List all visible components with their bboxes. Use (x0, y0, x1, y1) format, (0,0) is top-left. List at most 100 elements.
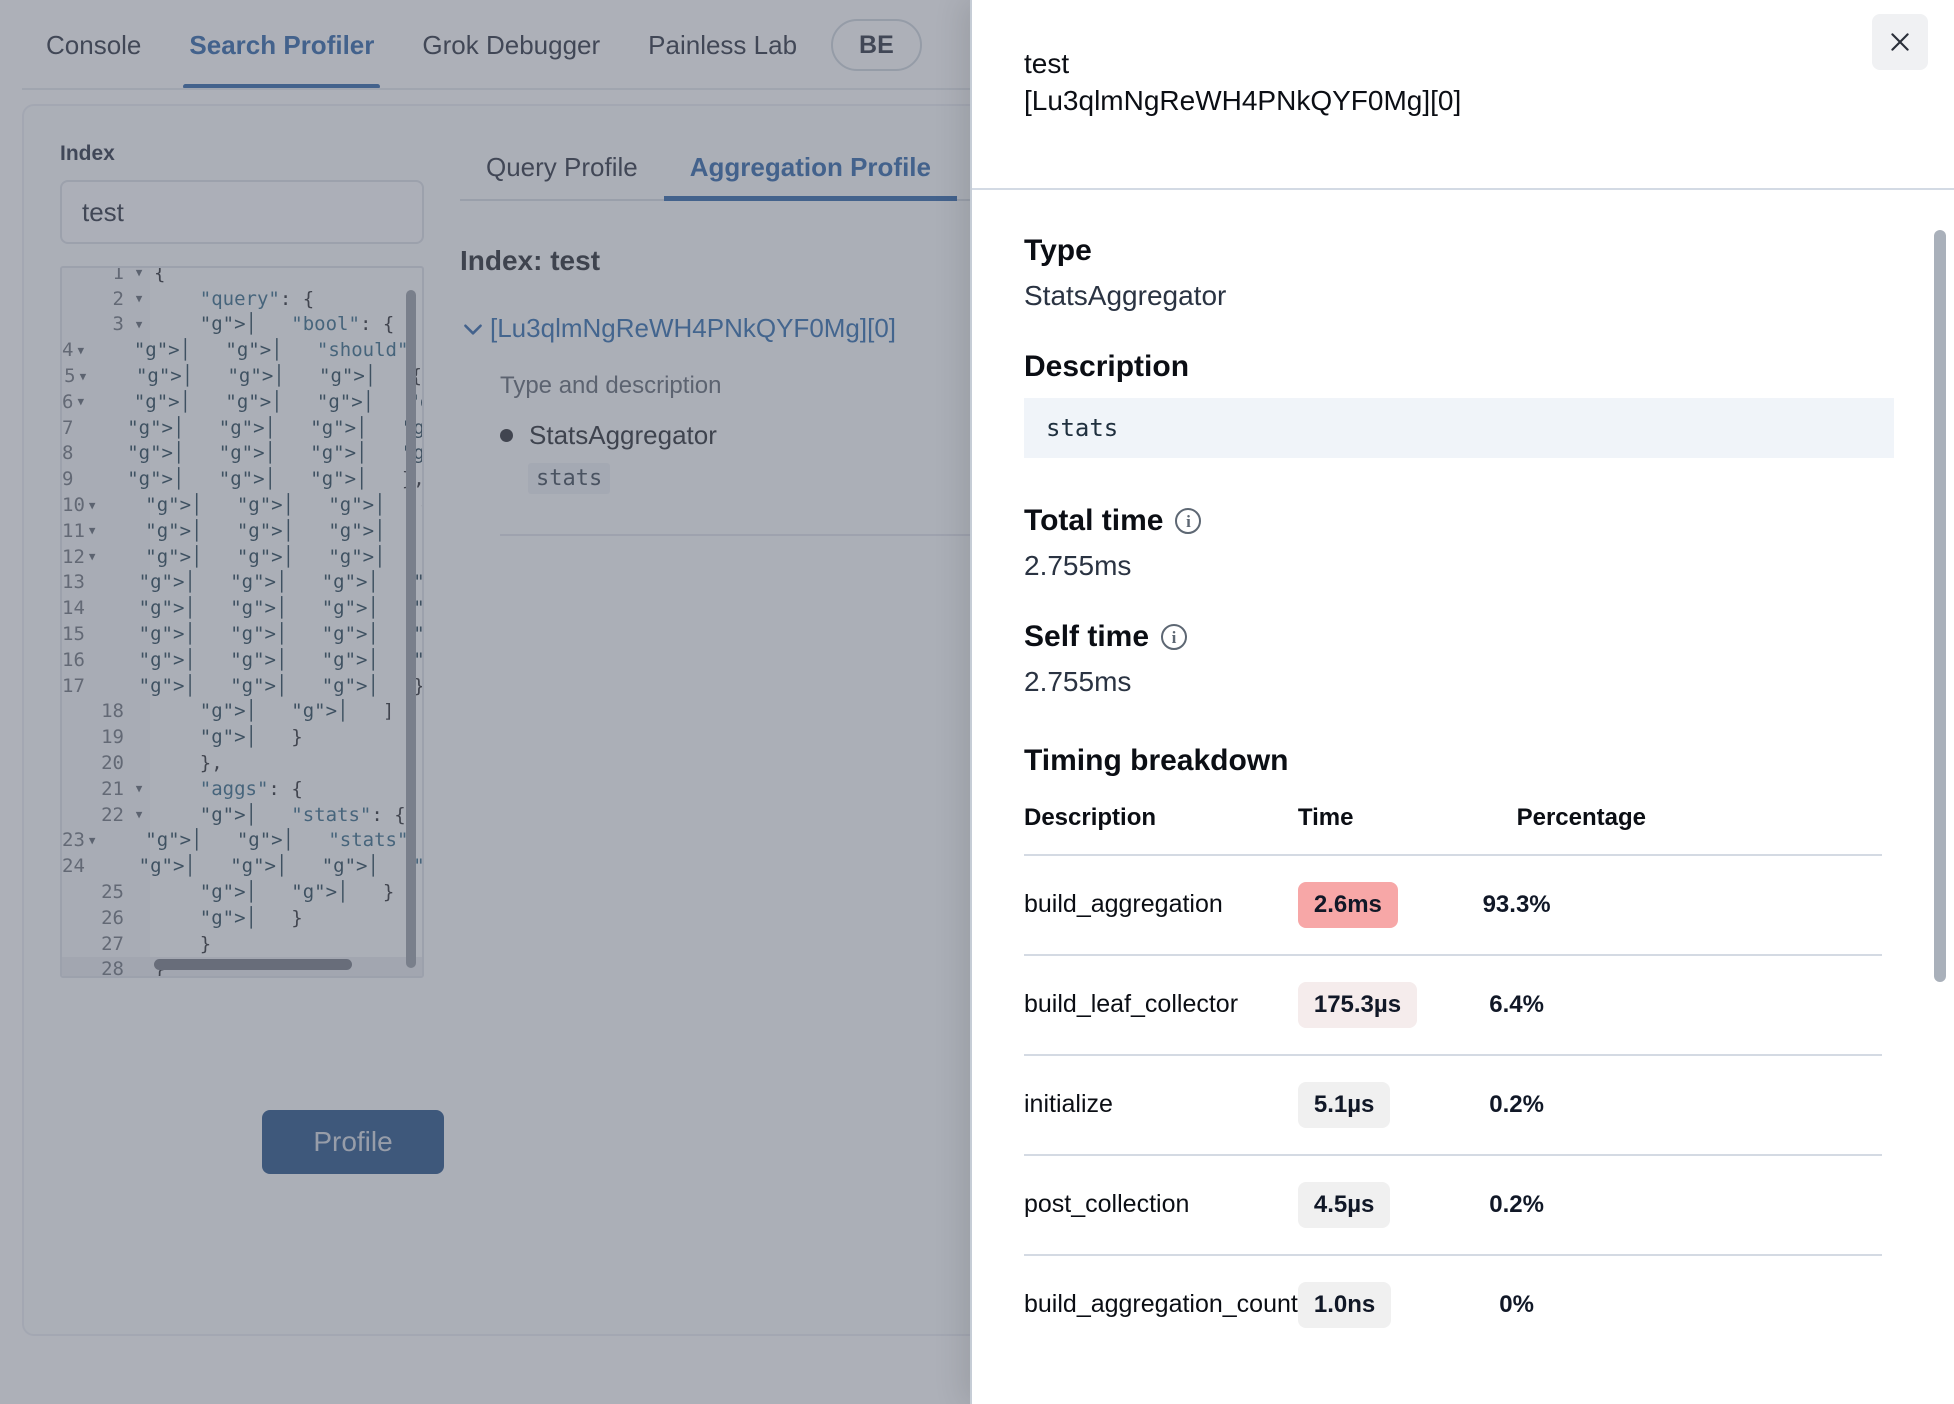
flyout-body: Type StatsAggregator Description stats T… (972, 190, 1954, 1402)
editor-fold-arrow-icon[interactable]: ▼ (77, 395, 85, 409)
editor-fold-arrow-icon[interactable]: ▼ (88, 550, 96, 564)
editor-line[interactable]: 9 "g">│ "g">│ "g">│ }, (62, 466, 422, 492)
profile-button[interactable]: Profile (262, 1110, 444, 1174)
editor-line[interactable]: 10▼ "g">│ "g">│ "g">│ { (62, 492, 422, 518)
editor-fold-arrow-icon[interactable]: ▼ (135, 317, 143, 331)
editor-line[interactable]: 16 "g">│ "g">│ "g">│ "g">│ } (62, 647, 422, 673)
editor-line[interactable]: 6▼ "g">│ "g">│ "g">│ "g">│ "match": (62, 389, 422, 415)
info-icon-self-time[interactable]: i (1161, 624, 1188, 650)
row-percentage: 6.4% (1489, 955, 1882, 1056)
editor-line[interactable]: 11▼ "g">│ "g">│ "g">│ "g">│ "terms": (62, 518, 422, 544)
editor-horizontal-scrollbar[interactable] (154, 959, 352, 970)
editor-line[interactable]: 1 ▼ { (62, 266, 422, 286)
shard-link[interactable]: [Lu3qlmNgReWH4PNkQYF0Mg][0] (490, 313, 897, 343)
editor-fold-arrow-icon[interactable]: ▼ (79, 369, 87, 383)
row-description: build_aggregation (1024, 855, 1298, 956)
editor-line[interactable]: 20 }, (62, 750, 422, 776)
tab-search-profiler[interactable]: Search Profiler (165, 1, 398, 89)
editor-line[interactable]: 13 "g">│ "g">│ "g">│ "g">│ "g">│ "g">│ "… (62, 570, 422, 596)
row-time: 175.3µs (1297, 955, 1517, 1056)
editor-line[interactable]: 15 "g">│ "g">│ "g">│ "g">│ "g">│ ] (62, 621, 422, 647)
editor-line-number: 1 (112, 266, 124, 284)
editor-line[interactable]: 23▼ "g">│ "g">│ "stats": { (62, 828, 422, 854)
flyout-scrollbar[interactable] (1934, 230, 1946, 982)
editor-lines: 1 ▼{2 ▼ "query": {3 ▼ "g">│ "bool": {4 ▼ "g"… (62, 266, 422, 978)
row-description: post_collection (1024, 1155, 1298, 1256)
editor-line[interactable]: 14 "g">│ "g">│ "g">│ "g">│ "g">│ "g">│ "… (62, 595, 422, 621)
editor-line[interactable]: 26 "g">│ } (62, 905, 422, 931)
editor-line-code: "g">│ "g">│ "g">│ "g">│ "g">│ "g">│ "s (138, 597, 424, 620)
row-description: build_aggregation_count (1024, 1290, 1298, 1319)
time-badge: 4.5µs (1297, 1182, 1391, 1228)
type-heading: Type (1024, 234, 1092, 267)
tab-aggregation-profile[interactable]: Aggregation Profile (663, 142, 958, 201)
editor-line-code: "g">│ "g">│ "g">│ { (135, 365, 422, 388)
editor-line-number: 22 (101, 803, 124, 826)
flyout-title: test [Lu3qlmNgReWH4PNkQYF0Mg][0] (1024, 46, 1898, 120)
editor-line[interactable]: 19 "g">│ } (62, 724, 422, 750)
tab-console[interactable]: Console (46, 30, 142, 60)
editor-line[interactable]: 12▼ "g">│ "g">│ "g">│ "g">│ "g">│ "name" (62, 544, 422, 570)
editor-line-code: "g">│ } (199, 726, 303, 749)
editor-line[interactable]: 24 "g">│ "g">│ "g">│ "field": "pr (62, 853, 422, 879)
editor-line-code: }, (199, 752, 223, 775)
editor-vertical-scrollbar[interactable] (406, 290, 416, 968)
editor-fold-arrow-icon[interactable]: ▼ (88, 498, 96, 512)
editor-line-number: 4 (62, 339, 74, 362)
editor-line[interactable]: 3 ▼ "g">│ "bool": { (62, 312, 422, 338)
self-time-heading-text: Self time (1024, 620, 1150, 653)
time-badge: 5.1µs (1297, 1082, 1391, 1128)
editor-line-number: 11 (62, 519, 85, 542)
editor-line[interactable]: 2 ▼ "query": { (62, 286, 422, 312)
close-button[interactable] (1872, 14, 1928, 70)
editor-line[interactable]: 4▼ "g">│ "g">│ "should": [ (62, 337, 422, 363)
editor-fold-arrow-icon[interactable]: ▼ (88, 833, 96, 847)
editor-line-code: "g">│ "g">│ "g">│ "g">│ } (138, 648, 424, 671)
tab-painless-lab[interactable]: Painless Lab (648, 30, 798, 60)
editor-fold-arrow-icon[interactable]: ▼ (135, 292, 143, 306)
editor-line-code: "g">│ "g">│ "g">│ }, (127, 468, 424, 491)
editor-line-number: 28 (101, 958, 124, 978)
chevron-down-icon (464, 323, 482, 335)
editor-line[interactable]: 7 "g">│ "g">│ "g">│ "g">│ "g">│ "name" (62, 415, 422, 441)
editor-fold-arrow-icon[interactable]: ▼ (135, 808, 143, 822)
type-value: StatsAggregator (1024, 280, 1227, 311)
editor-fold-arrow-icon[interactable]: ▼ (77, 343, 85, 357)
editor-fold-arrow-icon[interactable]: ▼ (135, 266, 143, 280)
editor-fold-arrow-icon[interactable]: ▼ (135, 782, 143, 796)
row-percentage: 0.2% (1489, 1155, 1882, 1256)
table-header-row: Description Time Percentage (1024, 804, 1882, 856)
aggregation-description: stats (528, 463, 611, 494)
editor-line[interactable]: 5 ▼ "g">│ "g">│ "g">│ { (62, 363, 422, 389)
tab-grok-debugger[interactable]: Grok Debugger (422, 30, 601, 60)
index-input[interactable]: test (60, 180, 424, 244)
editor-line-code: "g">│ "g">│ "should": [ (133, 339, 420, 362)
editor-line-number: 18 (101, 700, 124, 723)
editor-line[interactable]: 22 ▼ "g">│ "stats": { (62, 802, 422, 828)
editor-line[interactable]: 17 "g">│ "g">│ "g">│ } (62, 673, 422, 699)
editor-line-code: { (154, 266, 166, 284)
query-editor[interactable]: 1 ▼{2 ▼ "query": {3 ▼ "g">│ "bool": {4 ▼ "g"… (60, 266, 424, 978)
editor-line[interactable]: 8 "g">│ "g">│ "g">│ "g">│ } (62, 441, 422, 467)
editor-line-code: "g">│ } (199, 906, 303, 929)
row-time: 1.0ns (1297, 1255, 1517, 1354)
editor-line-number: 5 (64, 365, 76, 388)
tab-query-profile[interactable]: Query Profile (486, 152, 638, 182)
editor-line-number: 12 (62, 545, 85, 568)
description-heading: Description (1024, 350, 1190, 383)
col-time: Time (1297, 804, 1517, 856)
time-badge: 175.3µs (1297, 982, 1418, 1028)
close-icon (1891, 33, 1909, 51)
editor-line[interactable]: 18 "g">│ "g">│ ] (62, 699, 422, 725)
editor-line[interactable]: 21 ▼ "aggs": { (62, 776, 422, 802)
editor-line[interactable]: 25 "g">│ "g">│ } (62, 879, 422, 905)
tab-beta-pill[interactable]: BE (831, 19, 922, 71)
timing-breakdown-table: Description Time Percentage build_aggreg… (1024, 804, 1882, 1354)
info-icon-total-time[interactable]: i (1175, 508, 1202, 534)
editor-fold-arrow-icon[interactable]: ▼ (88, 524, 96, 538)
editor-line-code: "g">│ "g">│ ] (199, 700, 395, 723)
time-badge: 2.6ms (1297, 882, 1398, 928)
editor-line[interactable]: 27 } (62, 931, 422, 957)
row-time: 4.5µs (1297, 1155, 1517, 1256)
